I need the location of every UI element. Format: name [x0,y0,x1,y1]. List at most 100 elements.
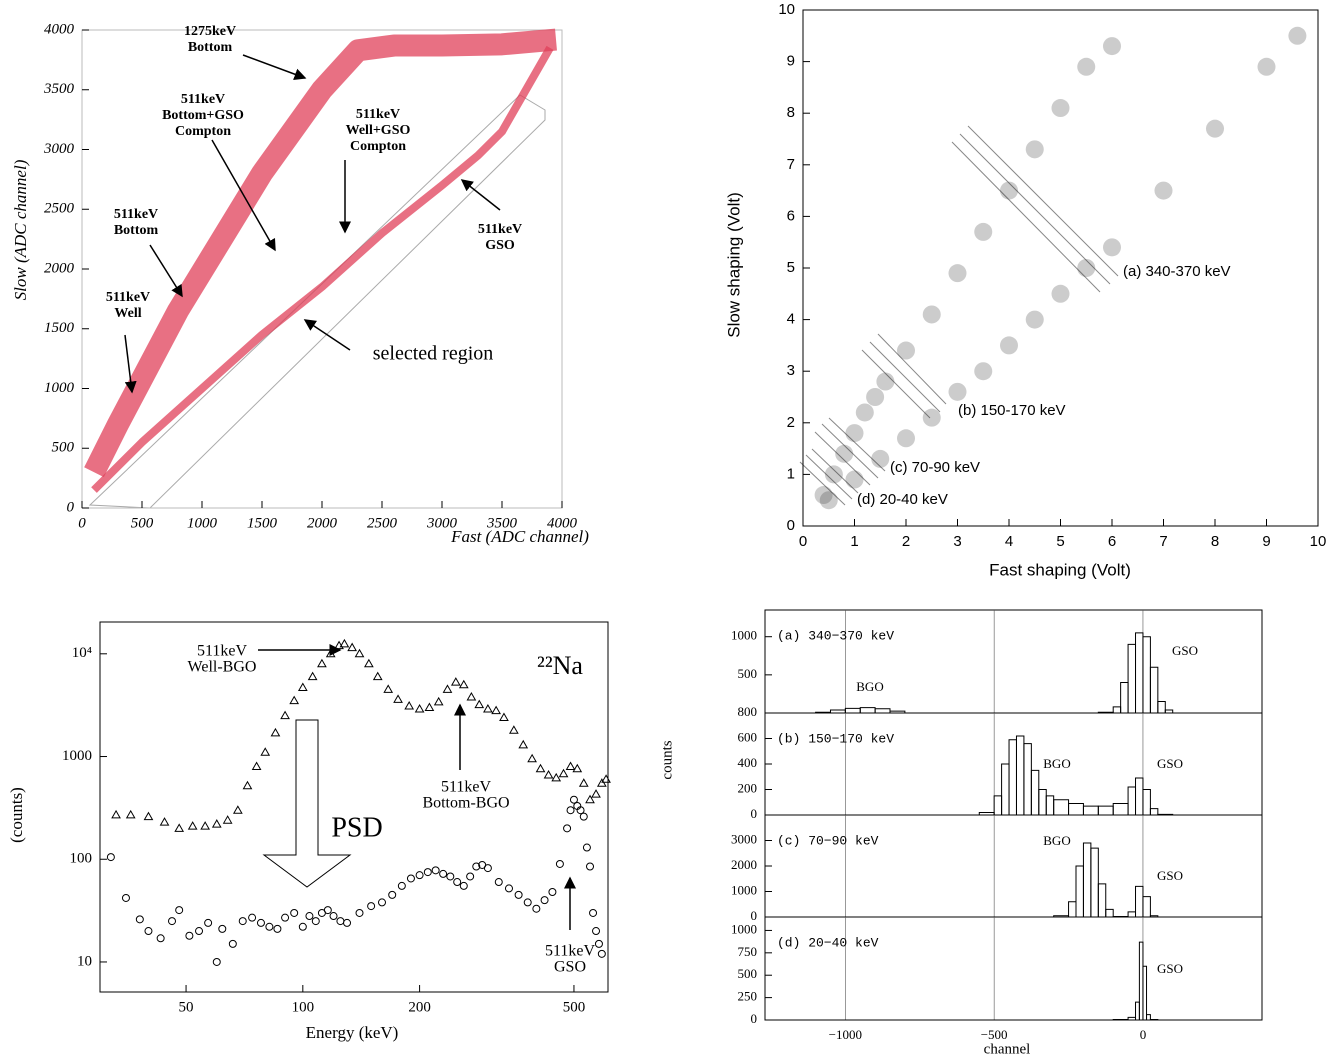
histogram-bin [1135,1001,1140,1020]
y-axis-title: (counts) [7,787,26,843]
histogram-bin [1127,911,1137,917]
dot-cluster [897,429,915,448]
triangle-point [509,725,519,734]
annotation: PSD [331,812,382,843]
histogram-bin [1015,735,1025,815]
circle-point [355,908,364,917]
x-tick-label: 6 [1108,533,1116,550]
y-tick-label: 1000 [731,882,757,897]
histogram-bin [1082,805,1099,815]
triangle-point [307,671,318,681]
frame [764,916,1263,1021]
circle-point [453,878,462,887]
x-tick-label: 0 [1140,1027,1147,1042]
triangle-point [242,780,253,790]
arrow [303,319,351,351]
annotation: 1275keV [184,24,236,39]
x-tick-label: 3 [953,533,961,550]
circle-point [228,939,237,948]
y-tick-label: 10⁴ [72,645,92,661]
circle-point [336,917,345,926]
circle-point [106,853,115,862]
x-tick-label: −500 [981,1027,1008,1042]
triangle-point [491,705,501,715]
annotation: Bottom+GSO [162,108,244,123]
circle-point [273,924,282,933]
annotation: 511keV [441,779,492,796]
histogram-bin [1090,847,1099,917]
circle-point [238,917,247,926]
dot-cluster [855,403,874,422]
annotation: Bottom-BGO [422,795,509,812]
circle-point [592,927,601,936]
triangle-point [572,763,583,773]
y-tick-label: 1000 [731,628,757,643]
annotation: 511keV [106,290,150,305]
circle-point [594,939,603,948]
histogram-bin [1127,786,1137,815]
triangle-point [450,677,461,686]
y-tick-label: 200 [738,780,758,795]
circle-point [265,922,274,931]
x-axis-title: channel [984,1041,1031,1057]
annotation: GSO [1157,961,1183,976]
y-tick-label: 0 [751,908,758,923]
dot-cluster [1025,310,1044,329]
triangle-point [565,761,576,770]
triangle-point [222,815,233,824]
x-tick-label: 5 [1056,533,1064,550]
dot-cluster [1206,119,1224,138]
dot-cluster [1077,57,1096,76]
y-tick-label: 750 [738,944,758,959]
dot-cluster [948,264,967,283]
annotation: (d) 20-40 keV [857,491,948,508]
y-tick-label: 1000 [62,748,92,764]
circle-point [586,862,595,871]
histogram-bin [1142,789,1151,815]
dot-cluster [974,362,993,381]
arrow [124,334,137,394]
triangle-point [200,821,211,830]
histogram-bin [1105,908,1114,917]
dot-cluster [1000,181,1018,200]
circle-point [532,904,541,913]
dot-cluster [845,424,864,443]
y-tick-label: 3 [787,362,795,379]
circle-point [298,922,307,931]
triangle-point [499,712,509,721]
circle-point [281,913,290,922]
triangle-point [414,704,425,713]
y-tick-label: 2000 [731,857,757,872]
triangle-point [543,770,554,779]
circle-point [589,908,598,917]
triangle-point [518,739,529,749]
circle-point [582,843,591,852]
y-tick-label: 2500 [44,201,75,217]
annotation: 511keV [545,943,596,960]
y-tick-label: 8 [787,104,795,121]
y-tick-label: 10 [778,1,795,18]
dot-cluster [1103,238,1121,257]
circle-point [311,917,320,926]
histogram-bin [1038,789,1047,815]
annotation: 511keV [197,643,248,660]
histogram-bin [1068,803,1084,815]
annotation: GSO [1172,643,1198,658]
histogram-bin [1008,739,1017,815]
dot-cluster [845,470,864,489]
histogram-bin [1068,901,1077,917]
triangle-point [260,747,271,756]
annotation: Compton [350,139,406,154]
annotation: Well+GSO [346,123,411,138]
circle-point [195,927,204,936]
annotation: GSO [554,959,586,976]
y-tick-label: 2000 [44,260,75,276]
triangle-point [364,658,374,668]
triangle-point [270,727,281,737]
triangle-point [232,805,243,814]
circle-point [121,893,130,902]
annotation: 511keV [181,92,225,107]
x-tick-label: 1 [850,533,858,550]
histogram-bin [1135,885,1144,917]
x-tick-label: 9 [1262,533,1270,550]
